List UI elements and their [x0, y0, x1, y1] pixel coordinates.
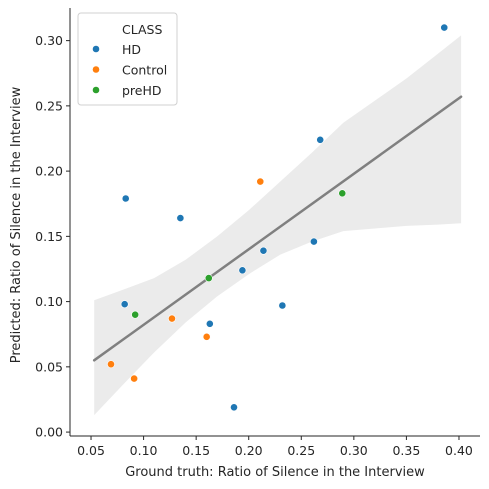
- legend-title: CLASS: [122, 22, 162, 37]
- data-point-prehd-0: [338, 189, 347, 198]
- data-point-hd-1: [316, 135, 325, 144]
- scatter-points-layer: [107, 23, 449, 412]
- data-point-prehd-1: [204, 274, 213, 283]
- data-point-prehd-2: [131, 310, 140, 319]
- legend-label-control: Control: [122, 63, 167, 78]
- y-tick-label: 0.15: [35, 229, 63, 244]
- regression-line: [92, 95, 463, 362]
- y-tick-label: 0.30: [35, 33, 63, 48]
- data-point-hd-9: [205, 319, 214, 328]
- confidence-band-layer: [94, 35, 462, 416]
- ticks-layer: 0.05 0.10 0.15 0.20 0.25 0.30 0.35 0.40 0.00 0.05…: [35, 33, 473, 458]
- data-point-hd-2: [121, 194, 130, 203]
- x-tick-label: 0.30: [340, 443, 368, 458]
- y-tick-label: 0.05: [35, 359, 63, 374]
- confidence-band: [94, 35, 462, 416]
- legend: CLASS HD Control preHD: [77, 12, 178, 106]
- data-point-hd-3: [176, 214, 185, 222]
- data-point-hd-8: [278, 301, 287, 310]
- data-point-control-2: [202, 332, 211, 341]
- x-tick-label: 0.35: [392, 443, 420, 458]
- axes-layer: [69, 8, 480, 437]
- x-tick-label: 0.20: [235, 443, 263, 458]
- legend-label-prehd: preHD: [122, 83, 162, 98]
- y-tick-label: 0.25: [35, 98, 63, 113]
- legend-marker-prehd: [92, 86, 100, 94]
- data-point-hd-6: [238, 266, 247, 275]
- legend-marker-hd: [92, 45, 100, 53]
- y-tick-label: 0.20: [35, 164, 63, 179]
- data-point-control-4: [130, 374, 139, 383]
- data-point-hd-4: [309, 237, 318, 246]
- legend-marker-control: [92, 65, 100, 74]
- x-tick-label: 0.10: [130, 443, 158, 458]
- data-point-control-0: [256, 177, 265, 186]
- y-tick-label: 0.10: [35, 294, 63, 309]
- legend-box: [77, 12, 178, 106]
- data-point-hd-10: [230, 403, 238, 412]
- x-tick-label: 0.40: [445, 443, 473, 458]
- legend-label-hd: HD: [122, 42, 141, 57]
- x-axis-label: Ground truth: Ratio of Silence in the In…: [125, 465, 425, 480]
- regression-line-layer: [92, 95, 463, 362]
- data-point-hd-0: [440, 23, 449, 32]
- data-point-control-1: [168, 314, 176, 323]
- data-point-control-3: [107, 360, 115, 369]
- x-tick-label: 0.05: [77, 443, 105, 458]
- data-point-hd-7: [120, 300, 129, 309]
- legend-entries: HD Control preHD: [92, 42, 167, 98]
- y-axis-label: Predicted: Ratio of Silence in the Inter…: [9, 86, 24, 363]
- x-tick-label: 0.15: [182, 443, 210, 458]
- data-point-hd-5: [259, 246, 268, 255]
- x-tick-label: 0.25: [287, 443, 315, 458]
- y-tick-label: 0.00: [35, 425, 63, 440]
